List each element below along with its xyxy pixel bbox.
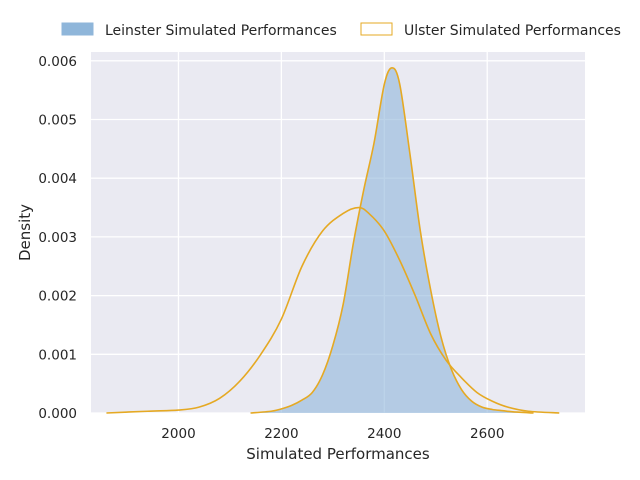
x-tick-label-0: 2000 <box>161 426 195 442</box>
y-tick-label-1: 0.001 <box>38 347 77 363</box>
series-0-area <box>250 67 534 413</box>
y-tick-label-2: 0.002 <box>38 289 77 305</box>
legend: Leinster Simulated Performances Ulster Si… <box>61 22 621 39</box>
x-tick-label-2: 2400 <box>367 426 401 442</box>
x-tick-label-3: 2600 <box>470 426 504 442</box>
x-axis-label: Simulated Performances <box>246 445 430 463</box>
legend-label-1: Ulster Simulated Performances <box>404 23 621 39</box>
series-0-line <box>250 67 534 414</box>
legend-swatch-0 <box>61 22 94 36</box>
series-1-line <box>106 206 560 414</box>
legend-swatch-1 <box>360 22 393 36</box>
x-tick-label-1: 2200 <box>264 426 298 442</box>
y-tick-label-5: 0.005 <box>38 113 77 129</box>
y-axis-label: Density <box>16 204 34 261</box>
y-tick-label-0: 0.000 <box>38 406 77 422</box>
x-tick-labels: 2000 2200 2400 2600 <box>161 426 504 442</box>
legend-label-0: Leinster Simulated Performances <box>105 23 337 39</box>
y-tick-label-4: 0.004 <box>38 171 77 187</box>
y-tick-label-3: 0.003 <box>38 230 77 246</box>
y-tick-labels: 0.000 0.001 0.002 0.003 0.004 0.005 0.006 <box>38 54 77 422</box>
series-layer <box>106 67 560 414</box>
y-tick-label-6: 0.006 <box>38 54 77 70</box>
